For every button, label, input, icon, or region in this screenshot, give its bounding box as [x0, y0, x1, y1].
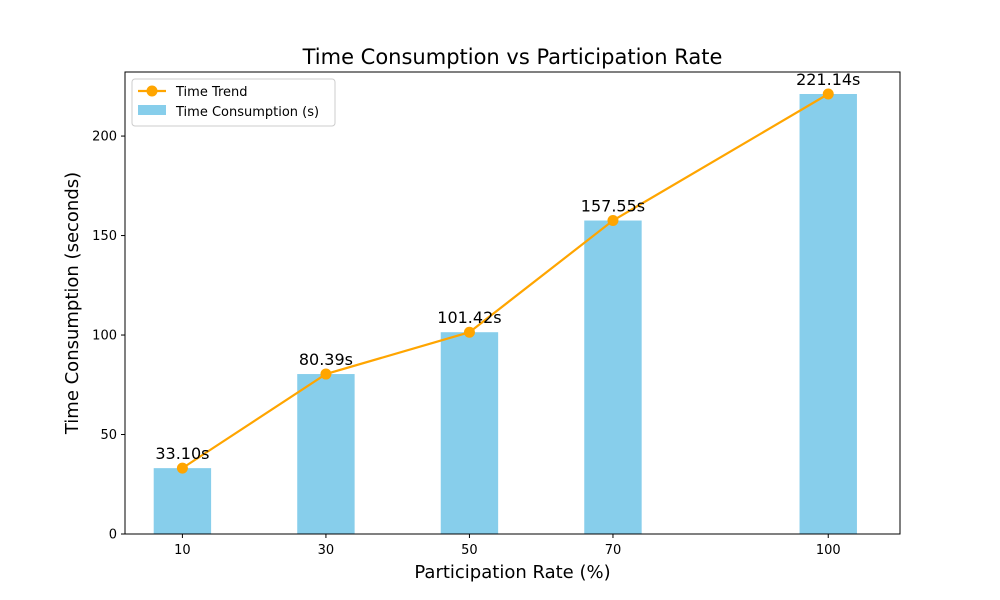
data-labels-group: 33.10s 80.39s 101.42s 157.55s 221.14s	[155, 70, 860, 463]
legend-marker-swatch	[146, 85, 158, 97]
legend-label-trend: Time Trend	[175, 85, 248, 100]
x-axis-title: Participation Rate (%)	[414, 562, 610, 583]
x-tick-label-10: 10	[174, 543, 191, 558]
y-tick-label-200: 200	[92, 130, 117, 145]
y-tick-label-100: 100	[92, 329, 117, 344]
data-label-30: 80.39s	[299, 350, 353, 369]
trend-point-70	[607, 215, 619, 227]
trend-point-50	[463, 326, 475, 338]
bar-50	[440, 332, 499, 534]
legend: Time Trend Time Consumption (s)	[131, 78, 336, 127]
data-label-70: 157.55s	[581, 197, 645, 216]
trend-point-10	[176, 462, 188, 474]
trend-line-group	[176, 88, 834, 474]
legend-frame	[131, 78, 336, 127]
x-tick-label-50: 50	[461, 543, 478, 558]
trend-line	[181, 93, 829, 470]
data-label-50: 101.42s	[437, 308, 501, 327]
bars-group	[153, 94, 857, 535]
x-tick-label-70: 70	[605, 543, 622, 558]
y-axis: 0 50 100 150 200	[92, 130, 125, 543]
bar-100	[799, 94, 857, 535]
plot-frame	[124, 71, 901, 535]
y-tick-label-50: 50	[100, 428, 117, 443]
y-tick-label-150: 150	[92, 229, 117, 244]
bar-70	[584, 220, 642, 534]
y-axis-title: Time Consumption (seconds)	[62, 172, 83, 435]
legend-bar-swatch	[138, 105, 166, 115]
y-tick-label-0: 0	[109, 528, 117, 543]
data-label-100: 221.14s	[796, 70, 860, 89]
chart-title: Time Consumption vs Participation Rate	[302, 45, 723, 69]
x-tick-label-100: 100	[816, 543, 841, 558]
legend-label-bars: Time Consumption (s)	[175, 105, 319, 120]
x-tick-label-30: 30	[318, 543, 335, 558]
trend-point-30	[320, 368, 332, 380]
x-axis: 10 30 50 70 100	[174, 534, 841, 558]
data-label-10: 33.10s	[155, 444, 209, 463]
trend-point-100	[822, 88, 834, 100]
bar-30	[297, 374, 355, 534]
bar-10	[153, 468, 212, 534]
